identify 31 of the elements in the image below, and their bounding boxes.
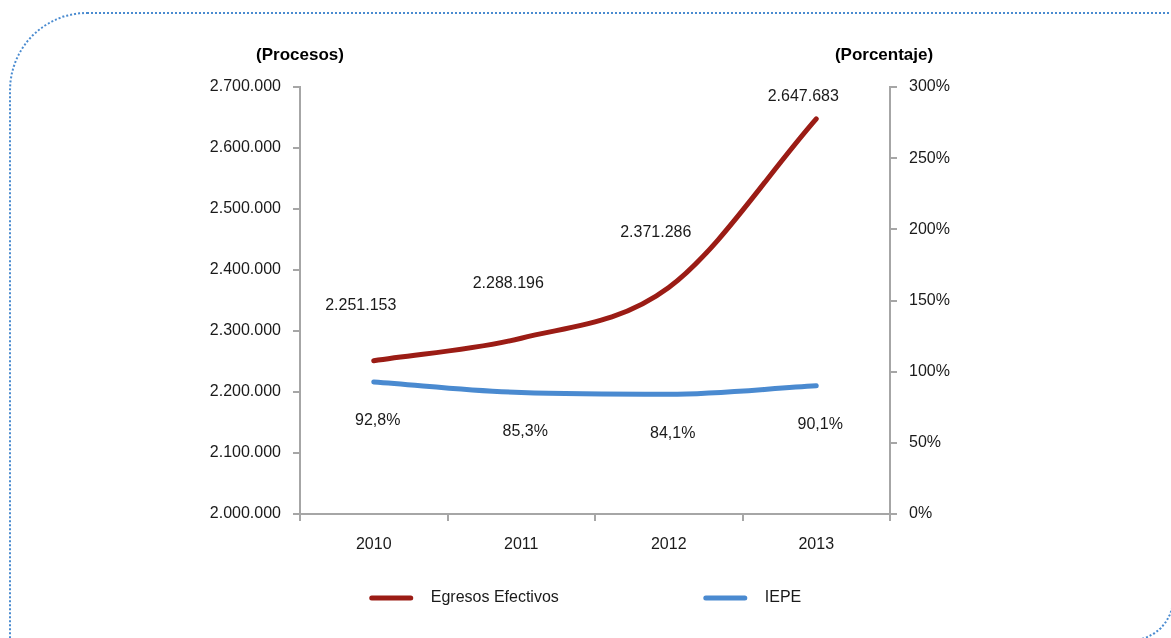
y-axis-title: (Procesos) — [256, 44, 344, 64]
y2-tick-label: 50% — [909, 433, 942, 451]
data-label: 84,1% — [650, 423, 696, 441]
y-tick-label: 2.100.000 — [209, 443, 282, 461]
data-label: 90,1% — [797, 415, 843, 433]
x-tick-label: 2010 — [355, 535, 392, 553]
y2-tick-label: 150% — [909, 290, 950, 308]
data-label: 85,3% — [502, 422, 548, 439]
x-tick-label: 2013 — [798, 535, 835, 553]
y2-tick-label: 100% — [909, 362, 950, 380]
y-tick-label: 2.700.000 — [209, 77, 282, 95]
data-label: 2.371.286 — [620, 222, 692, 240]
y-tick-label: 2.600.000 — [209, 138, 282, 156]
y-tick-label: 2.300.000 — [209, 321, 282, 339]
y-tick-label: 2.400.000 — [209, 260, 282, 278]
y2-axis-title: (Porcentaje) — [834, 44, 934, 64]
x-tick-label: 2011 — [504, 535, 539, 553]
data-label: 92,8% — [355, 411, 401, 429]
y-tick-label: 2.200.000 — [209, 382, 282, 400]
y2-tick-label: 250% — [909, 148, 950, 166]
y2-tick-label: 200% — [909, 219, 950, 237]
data-label: 2.647.683 — [767, 87, 839, 105]
data-label: 2.288.196 — [472, 273, 544, 291]
data-label: 2.251.153 — [325, 296, 397, 314]
y-tick-label: 2.000.000 — [209, 504, 282, 522]
y-tick-label: 2.500.000 — [209, 199, 282, 217]
y2-tick-label: 300% — [909, 77, 950, 95]
legend-label: IEPE — [764, 588, 802, 606]
y2-tick-label: 0% — [909, 504, 933, 522]
legend-label: Egresos Efectivos — [430, 588, 559, 606]
x-tick-label: 2012 — [650, 535, 687, 553]
